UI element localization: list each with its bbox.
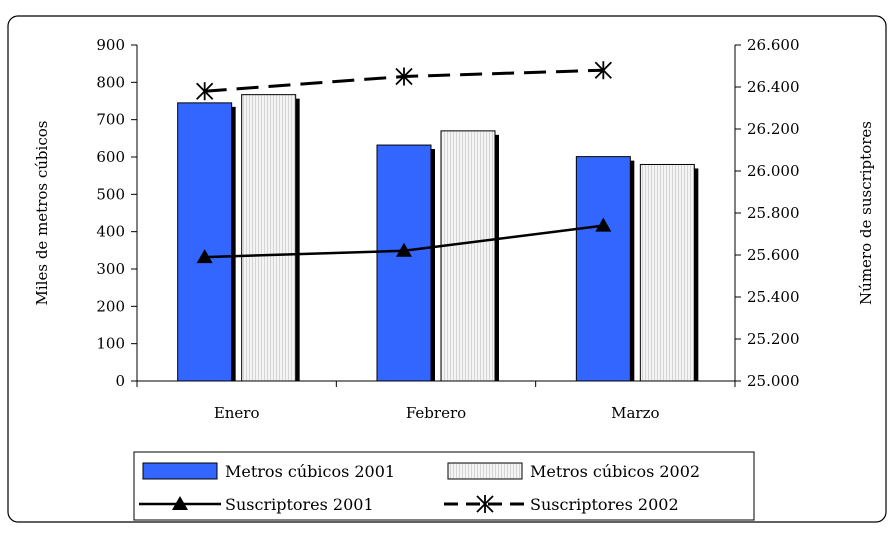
y-tick-label: 400 (96, 223, 125, 241)
left-ticks: 0 100 200 300 400 500 600 700 800 900 (96, 36, 137, 390)
y-axis-label: Miles de metros cúbicos (33, 121, 51, 306)
right-ticks: 25.000 25.200 25.400 25.600 25.800 26.000 26.2… (735, 36, 800, 390)
bar-2001 (376, 144, 432, 382)
y-tick-label: 300 (96, 260, 125, 278)
bar-2002 (241, 94, 297, 382)
bars (177, 94, 699, 382)
triangle-marker (172, 496, 188, 510)
asterisk-marker (476, 495, 494, 513)
y-tick-label: 600 (96, 148, 125, 166)
y2-tick-label: 25.200 (747, 330, 800, 348)
y-tick-label: 100 (96, 335, 125, 353)
y-tick-label: 200 (96, 297, 125, 315)
legend-label: Metros cúbicos 2001 (225, 462, 395, 481)
y-tick-label: 700 (96, 111, 125, 129)
y2-tick-label: 26.400 (747, 78, 800, 96)
legend: Metros cúbicos 2001 Metros cúbicos 2002 Su… (133, 451, 755, 521)
bar-2001 (177, 102, 233, 382)
legend-label: Suscriptores 2001 (225, 495, 374, 514)
legend-box (133, 451, 755, 521)
legend-swatch (447, 462, 523, 480)
y2-tick-label: 26.600 (747, 36, 800, 54)
asterisk-marker (594, 61, 612, 80)
y-tick-label: 900 (96, 36, 125, 54)
y-tick-label: 0 (115, 372, 125, 390)
legend-swatch (142, 462, 218, 480)
y-tick-label: 800 (96, 73, 125, 91)
bar-2002 (639, 163, 695, 382)
y2-tick-label: 25.400 (747, 288, 800, 306)
bar-2001 (575, 156, 631, 382)
y2-axis-label: Número de suscriptores (857, 121, 875, 305)
y2-tick-label: 25.600 (747, 246, 800, 264)
triangle-marker (396, 242, 412, 257)
y2-tick-label: 25.800 (747, 204, 800, 222)
y-tick-label: 500 (96, 185, 125, 203)
x-tick-label: Marzo (611, 404, 659, 422)
y2-tick-label: 26.200 (747, 120, 800, 138)
asterisk-marker (395, 67, 413, 86)
triangle-marker (595, 217, 612, 232)
legend-label: Metros cúbicos 2002 (530, 462, 700, 481)
asterisk-marker (196, 82, 214, 101)
x-ticks: Enero Febrero Marzo (136, 381, 736, 422)
y2-tick-label: 25.000 (747, 372, 800, 390)
lines (196, 61, 612, 264)
bar-2002 (440, 130, 496, 382)
y2-tick-label: 26.000 (747, 162, 800, 180)
x-tick-label: Febrero (406, 404, 466, 422)
triangle-marker (196, 249, 213, 264)
legend-label: Suscriptores 2002 (530, 495, 679, 514)
x-tick-label: Enero (214, 404, 260, 422)
